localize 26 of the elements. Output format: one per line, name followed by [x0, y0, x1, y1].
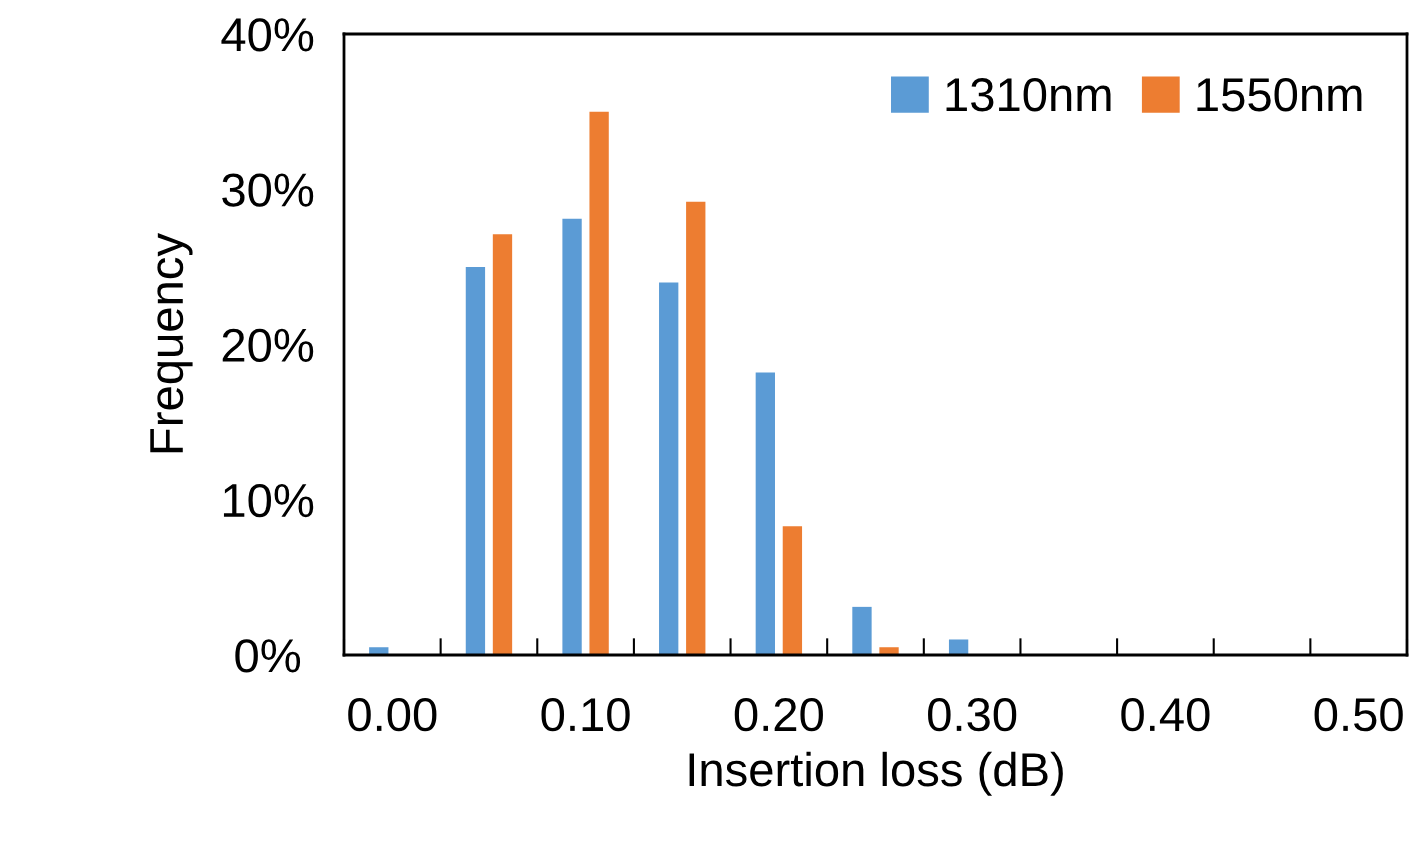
bar — [686, 201, 706, 655]
legend-label: 1310nm — [946, 78, 1111, 112]
x-tick-label: 0.30 — [928, 697, 1017, 732]
bar — [492, 234, 513, 655]
bar — [465, 266, 486, 655]
x-tick-label: 0.50 — [1314, 697, 1403, 732]
bar — [782, 526, 803, 655]
x-tick-label: 0.10 — [541, 697, 630, 732]
y-tick-label: 0% — [235, 639, 301, 673]
bar — [659, 282, 679, 655]
bar — [879, 647, 899, 655]
bar — [589, 111, 609, 655]
x-axis-title: Insertion loss (dB) — [689, 751, 1063, 796]
y-tick-label: 40% — [221, 18, 314, 52]
x-tick-label: 0.00 — [348, 697, 437, 732]
y-tick-label: 20% — [222, 328, 314, 363]
y-tick-label: 10% — [223, 483, 314, 518]
bar — [948, 639, 969, 655]
legend-label: 1550nm — [1197, 78, 1362, 112]
x-tick-label: 0.20 — [734, 697, 823, 732]
bar — [562, 218, 582, 655]
x-tick-label: 0.40 — [1121, 697, 1210, 732]
bar — [755, 372, 775, 655]
y-tick-label: 30% — [222, 173, 314, 207]
y-axis-title: Frequency — [150, 233, 193, 453]
bar — [852, 606, 872, 655]
